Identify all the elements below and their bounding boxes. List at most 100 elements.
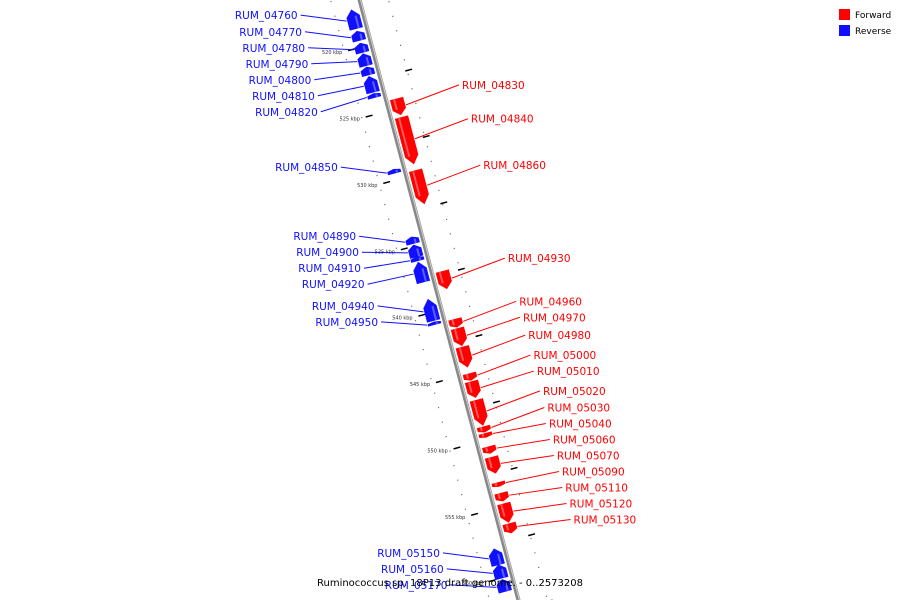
gene-label[interactable]: RUM_04810 (252, 91, 315, 103)
gene-label[interactable]: RUM_05040 (549, 418, 612, 430)
gene-arrow-rum-05000[interactable] (462, 371, 478, 381)
gene-label[interactable]: RUM_05090 (562, 466, 625, 478)
minor-tick-mark (440, 201, 448, 205)
gene-arrow-rum-04920[interactable] (413, 261, 431, 285)
label-leader-line (361, 251, 408, 254)
label-leader-line (491, 407, 545, 428)
gene-shading (431, 305, 438, 321)
gene-shading (467, 382, 473, 393)
gene-arrow-rum-04830[interactable] (389, 96, 406, 116)
tick-label: 520 kbp (322, 50, 342, 56)
label-leader-line (308, 47, 355, 51)
gene-arrow-rum-04980[interactable] (455, 345, 473, 368)
gene-arrow-rum-05120[interactable] (497, 501, 514, 523)
gene-arrow-rum-04960[interactable] (448, 317, 463, 328)
label-leader-line (317, 85, 364, 97)
gene-arrow-rum-04970[interactable] (450, 326, 467, 347)
gene-arrow-rum-05010[interactable] (464, 379, 481, 398)
tick-mark (453, 446, 461, 450)
gene-label[interactable]: RUM_05010 (537, 366, 600, 378)
gene-label[interactable]: RUM_04800 (249, 75, 312, 87)
gene-arrow-rum-04780[interactable] (354, 42, 370, 55)
label-leader-line (480, 370, 534, 389)
gene-label[interactable]: RUM_05020 (543, 386, 606, 398)
gene-arrow-rum-05030[interactable] (476, 424, 491, 433)
gene-label[interactable]: RUM_05030 (547, 402, 610, 414)
gene-label[interactable]: RUM_04860 (483, 160, 546, 172)
gene-features (346, 9, 518, 594)
gene-arrow-rum-04950[interactable] (427, 320, 442, 327)
label-leader-line (509, 486, 563, 496)
minor-tick-mark (528, 533, 536, 537)
gene-arrow-rum-04800[interactable] (360, 66, 376, 78)
gene-arrow-rum-05130[interactable] (502, 521, 518, 534)
gene-label[interactable]: RUM_04770 (239, 27, 302, 39)
label-leader-line (304, 31, 352, 39)
gene-label[interactable]: RUM_04760 (235, 10, 298, 22)
tick-label: 550 kbp (427, 448, 447, 454)
gene-arrow-rum-05060[interactable] (482, 444, 497, 454)
gene-arrow-rum-05150[interactable] (488, 548, 505, 567)
gene-arrow-rum-04790[interactable] (357, 53, 373, 68)
gene-arrow-rum-04820[interactable] (367, 93, 382, 100)
gene-label[interactable]: RUM_04820 (255, 107, 318, 119)
reverse-legend-label: Reverse (855, 27, 892, 37)
gene-label[interactable]: RUM_04890 (293, 231, 356, 243)
gene-labels[interactable]: RUM_04760 RUM_04770 RUM_04780 RUM_04790 RUM_… (235, 10, 636, 592)
gene-arrow-rum-05040[interactable] (478, 431, 493, 438)
gene-arrow-rum-04940[interactable] (423, 298, 441, 323)
gene-shading (485, 447, 489, 452)
gene-shading (500, 504, 506, 517)
gene-label[interactable]: RUM_05110 (565, 482, 628, 494)
label-leader-line (505, 470, 560, 484)
gene-arrow-rum-04760[interactable] (346, 9, 363, 31)
gene-shading (398, 117, 411, 157)
minor-tick-mark (422, 134, 430, 139)
gene-label[interactable]: RUM_05120 (570, 498, 633, 510)
gene-label[interactable]: RUM_05160 (381, 564, 444, 576)
gene-label[interactable]: RUM_04980 (528, 330, 591, 342)
tick-label: 560 kbp (463, 581, 483, 587)
label-leader-line (414, 118, 469, 140)
forward-legend-label: Forward (855, 11, 891, 21)
gene-arrow-rum-04770[interactable] (351, 30, 367, 43)
gene-label[interactable]: RUM_05150 (377, 548, 440, 560)
gene-shading (365, 57, 370, 66)
label-leader-line (442, 552, 489, 560)
gene-arrow-rum-05110[interactable] (494, 491, 509, 502)
label-leader-line (340, 166, 387, 174)
label-leader-line (405, 84, 460, 106)
gene-arrow-rum-04810[interactable] (363, 75, 380, 95)
gene-arrow-rum-04850[interactable] (387, 168, 402, 176)
gene-label[interactable]: RUM_05000 (533, 350, 596, 362)
forward-swatch (839, 9, 850, 20)
gene-arrow-rum-04930[interactable] (435, 269, 452, 290)
gene-label[interactable]: RUM_04790 (246, 59, 309, 71)
gene-arrow-rum-05090[interactable] (491, 480, 506, 488)
gene-label[interactable]: RUM_04950 (315, 317, 378, 329)
gene-label[interactable]: RUM_04940 (312, 301, 375, 313)
gene-shading (416, 248, 421, 257)
gene-label[interactable]: RUM_04930 (508, 253, 571, 265)
gene-shading (465, 374, 469, 379)
gene-label[interactable]: RUM_05170 (385, 580, 448, 592)
label-leader-line (367, 273, 414, 285)
gene-arrow-rum-05070[interactable] (484, 455, 501, 474)
gene-label[interactable]: RUM_04910 (298, 263, 361, 275)
gene-label[interactable]: RUM_05060 (553, 434, 616, 446)
gene-label[interactable]: RUM_04830 (462, 80, 525, 92)
label-leader-line (463, 300, 517, 322)
gene-label[interactable]: RUM_04920 (302, 279, 365, 291)
gene-label[interactable]: RUM_04970 (523, 312, 586, 324)
gene-label[interactable]: RUM_04850 (275, 162, 338, 174)
gene-label[interactable]: RUM_04900 (296, 247, 359, 259)
gene-label[interactable]: RUM_04840 (471, 114, 534, 126)
gene-label[interactable]: RUM_05070 (557, 450, 620, 462)
label-leader-line (472, 334, 526, 356)
gene-label[interactable]: RUM_04780 (242, 43, 305, 55)
gene-arrow-rum-04890[interactable] (405, 236, 420, 246)
tick-label: 530 kbp (357, 183, 377, 189)
gene-label[interactable]: RUM_05130 (574, 514, 637, 526)
gene-label[interactable]: RUM_04960 (519, 296, 582, 308)
label-leader-line (492, 422, 547, 434)
